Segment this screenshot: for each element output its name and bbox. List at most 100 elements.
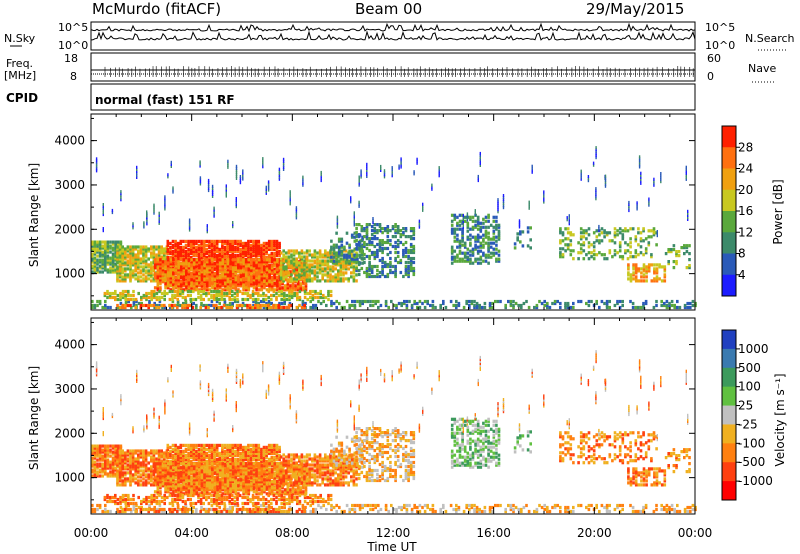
velocity-cell [150,479,153,483]
power-cell [492,241,496,245]
power-cell [407,268,410,273]
power-cell [413,170,415,174]
power-cell [121,303,124,308]
power-cell [279,273,283,277]
power-cell [386,272,390,277]
power-cell [174,262,178,266]
power-cell [267,184,270,188]
power-cell [497,206,499,210]
power-cell [211,188,214,192]
power-cell [568,222,570,226]
power-cell [144,261,148,265]
power-cell [170,160,172,164]
power-cell [334,263,337,267]
power-cell [124,297,127,302]
power-cell [210,255,214,259]
power-cell [144,255,148,259]
power-cell [158,303,162,308]
power-cell [287,271,291,275]
velocity-cell [152,453,156,457]
power-cell [208,243,211,247]
velocity-cell [96,474,99,478]
power-cell [270,276,274,280]
power-cell [268,282,271,286]
power-cell [176,293,179,298]
power-cell [391,166,393,170]
power-cell [202,243,206,247]
power-cell [412,272,416,277]
power-cell [592,249,596,253]
power-cell [208,282,212,286]
power-cell [270,264,274,268]
power-cell [605,305,609,310]
power-cell [182,284,186,288]
power-cell [244,266,248,270]
power-cell [244,272,248,276]
power-cell [104,248,107,252]
power-cell [303,271,306,275]
power-cell [139,271,143,275]
power-cell [195,305,198,310]
power-cell [202,253,206,257]
velocity-cell [134,463,137,467]
power-cell [355,254,358,259]
power-cell [160,251,163,255]
velocity-cell [106,448,110,452]
power-cell [195,278,199,282]
power-cell [179,251,183,255]
power-cell [163,289,166,294]
power-cell [634,263,638,267]
power-cell [653,277,656,281]
power-cell [252,262,256,266]
power-cell [655,299,658,304]
power-cell [502,204,505,208]
power-cell [152,279,156,283]
power-cell [365,231,369,235]
power-cell [118,305,122,310]
power-cell [653,269,656,273]
power-cell [225,184,227,188]
power-cell [231,260,235,264]
power-cell [566,237,570,241]
power-cell [156,286,160,290]
power-cell [142,273,145,277]
power-cell [282,157,285,161]
power-cell [365,235,369,239]
power-cell [579,231,583,235]
power-cell [108,295,112,300]
power-cell [439,305,442,310]
power-cell [153,207,155,211]
power-cell [357,242,361,247]
power-cell [129,249,132,253]
power-cell [282,249,285,253]
power-cell [255,278,258,282]
power-cell [394,270,397,275]
power-cell [603,257,606,261]
power-cell [376,254,379,259]
power-cell [211,282,214,286]
power-cell [226,276,230,280]
power-cell [103,293,107,298]
power-cell [378,270,382,275]
power-cell [157,253,161,257]
power-cell [117,240,120,244]
power-colorbar-swatch [722,189,736,212]
power-cell [304,284,308,288]
power-cell [93,258,97,262]
power-cell [339,277,343,281]
power-cell [482,225,485,229]
power-cell [279,263,283,267]
power-cell [265,189,267,193]
power-cell [185,288,188,292]
power-cell [147,291,151,296]
power-cell [102,208,104,213]
power-cell [164,203,166,207]
power-cell [624,251,627,255]
power-cell [386,229,390,233]
power-cell [590,243,593,247]
power-cell [330,259,333,263]
power-cell [252,243,255,247]
power-cell [192,251,196,255]
power-cell [289,194,291,198]
power-cell [519,240,522,244]
